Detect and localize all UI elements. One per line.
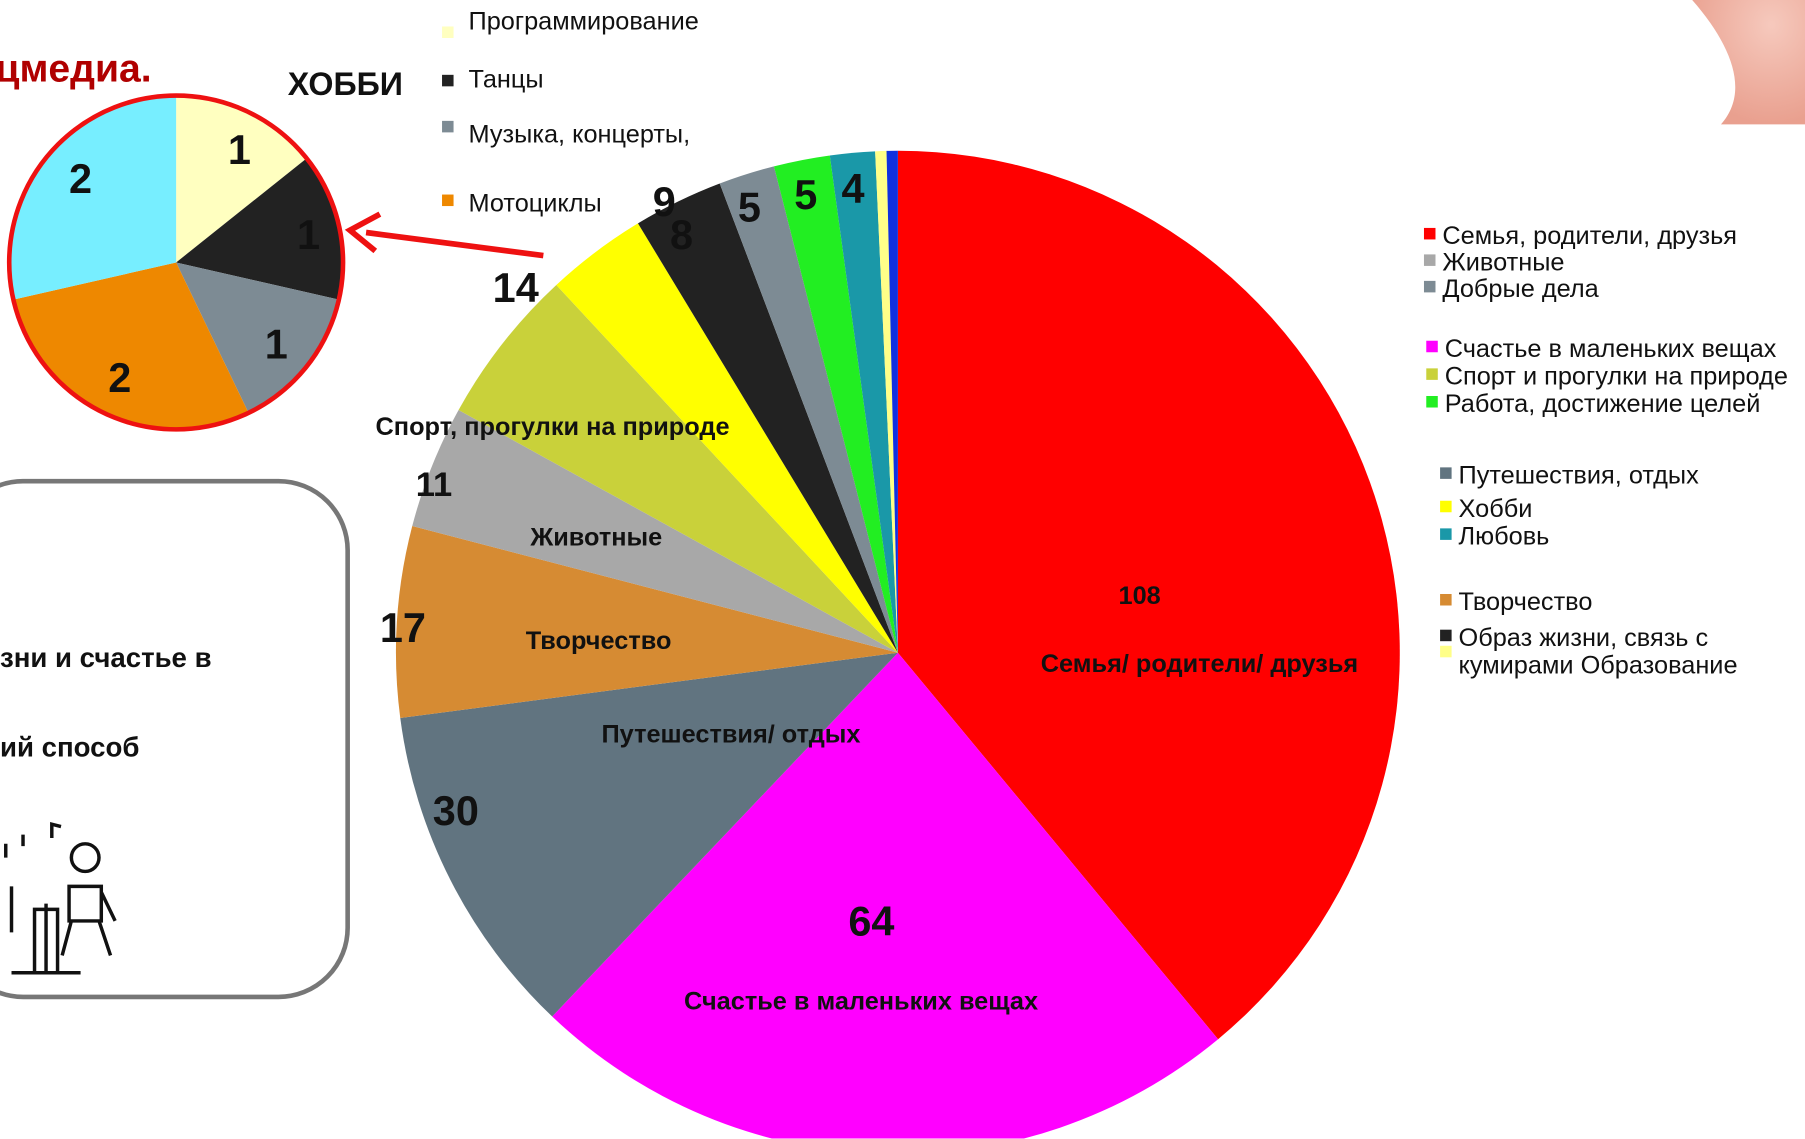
legend-label: Работа, достижение целей bbox=[1444, 389, 1761, 418]
slice-label: Счастье в маленьких вещах bbox=[684, 987, 1038, 1015]
slice-label: Путешествия/ отдых bbox=[601, 720, 860, 748]
legend-label: Семья, родители, друзья bbox=[1442, 221, 1738, 250]
chart-title: ХОББИ bbox=[288, 66, 403, 102]
legend-marker bbox=[442, 120, 454, 133]
slice-label: Семья/ родители/ друзья bbox=[1041, 650, 1358, 678]
pie-slice bbox=[13, 262, 249, 430]
heading: цмедиа. bbox=[0, 48, 152, 91]
legend-label: Хобби bbox=[1458, 493, 1533, 523]
pie-slice bbox=[552, 652, 1219, 1139]
pie-slice bbox=[556, 223, 898, 653]
legend-marker bbox=[1426, 368, 1438, 380]
data-label: 11 bbox=[416, 466, 453, 504]
legend-label: Творчество bbox=[1458, 587, 1593, 616]
data-label: 17 bbox=[380, 604, 426, 651]
legend-marker bbox=[1440, 500, 1452, 513]
legend-marker bbox=[1440, 467, 1452, 479]
pie-slice bbox=[395, 526, 898, 718]
data-label: 108 bbox=[1119, 582, 1161, 610]
data-label: 9 bbox=[653, 178, 676, 225]
legend-marker bbox=[1426, 340, 1438, 353]
data-label: 1 bbox=[228, 126, 251, 173]
legend-marker bbox=[1423, 227, 1436, 240]
legend-marker bbox=[442, 194, 454, 207]
legend-label: Добрые дела bbox=[1442, 273, 1599, 303]
legend-label: Любовь bbox=[1458, 521, 1550, 551]
data-label: 14 bbox=[493, 264, 539, 311]
slice-label: Животные bbox=[529, 523, 662, 551]
legend-marker bbox=[442, 26, 454, 38]
pie-outline bbox=[6, 93, 346, 432]
data-label: 1 bbox=[265, 321, 288, 368]
legend-label: Мотоциклы bbox=[469, 190, 602, 218]
pie-slice bbox=[176, 95, 307, 263]
icon bbox=[4, 822, 117, 975]
legend-marker bbox=[442, 74, 454, 87]
pie-slice bbox=[886, 150, 898, 653]
legend-label: Образ жизни, связь с кумирами Образовани… bbox=[1458, 622, 1738, 680]
data-label: 2 bbox=[108, 354, 131, 401]
pie-slice bbox=[875, 150, 898, 653]
pie-slice bbox=[637, 183, 898, 653]
data-label: 64 bbox=[848, 897, 894, 944]
legend-marker bbox=[1426, 395, 1438, 408]
pie-slice bbox=[458, 284, 898, 653]
box-text: ий способ bbox=[0, 732, 139, 763]
legend-label: Счастье в маленьких вещах bbox=[1444, 333, 1777, 363]
pie-slice bbox=[412, 410, 898, 653]
pie-slice bbox=[773, 155, 898, 653]
arrow-head bbox=[344, 211, 382, 254]
slice-label: Спорт, прогулки на природе bbox=[376, 413, 730, 441]
data-label: 4 bbox=[841, 165, 864, 212]
legend-label: Программирование bbox=[469, 8, 699, 36]
data-label: 30 bbox=[433, 787, 479, 834]
text-box bbox=[0, 478, 350, 1000]
data-label: 5 bbox=[794, 171, 817, 218]
arrow bbox=[365, 229, 544, 259]
legend-label: Спорт и прогулки на природе bbox=[1444, 361, 1788, 391]
legend-marker bbox=[1440, 593, 1452, 606]
legend-marker bbox=[1423, 254, 1436, 266]
pie-slice bbox=[400, 652, 898, 1017]
pie-slice bbox=[829, 151, 898, 653]
pie-slice bbox=[9, 95, 177, 300]
legend-marker bbox=[1423, 280, 1436, 293]
legend-label: Животные bbox=[1442, 247, 1565, 277]
data-label: 8 bbox=[670, 211, 693, 258]
data-label: 5 bbox=[738, 184, 761, 231]
data-label: 2 bbox=[69, 155, 92, 202]
hand-photo bbox=[1692, 0, 1805, 125]
legend-label: Танцы bbox=[469, 65, 544, 93]
legend-marker bbox=[1440, 528, 1452, 540]
pie-slice bbox=[897, 150, 1400, 1040]
legend-label: Музыка, концерты, bbox=[469, 121, 691, 149]
box-text: зни и счастье в bbox=[0, 642, 212, 673]
pie-slice bbox=[176, 158, 344, 300]
legend-marker bbox=[1440, 629, 1452, 642]
pie-slice bbox=[719, 166, 898, 653]
legend-marker bbox=[1440, 645, 1452, 658]
data-label: 1 bbox=[297, 211, 320, 258]
slice-label: Творчество bbox=[526, 627, 672, 655]
legend-label: Путешествия, отдых bbox=[1458, 460, 1699, 490]
